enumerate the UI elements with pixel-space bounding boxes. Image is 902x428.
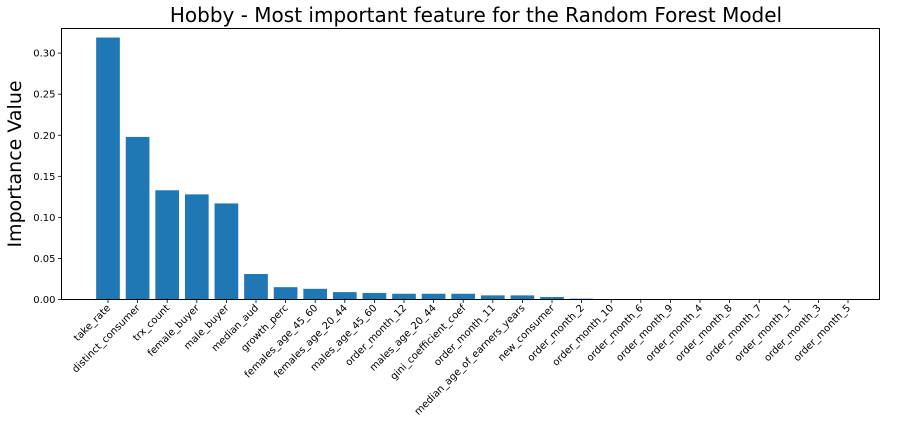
bar-order_month_12 xyxy=(392,293,416,300)
chart-title: Hobby - Most important feature for the R… xyxy=(170,3,782,27)
x-axis-ticks: take_ratedistinct_consumertrx_countfemal… xyxy=(70,299,853,418)
y-tick-label: 0.10 xyxy=(33,213,55,224)
y-tick-label: 0.15 xyxy=(33,172,55,183)
bar-females_age_45_60 xyxy=(303,288,328,300)
bar-male_buyer xyxy=(214,203,239,300)
y-tick-label: 0.20 xyxy=(33,131,55,142)
y-axis-label: Importance Value xyxy=(4,80,26,247)
bar-gini_coefficient_coef xyxy=(451,293,476,300)
bar-median_age_of_earners_years xyxy=(510,295,535,300)
bar-males_age_45_60 xyxy=(362,292,387,300)
plot-frame xyxy=(61,28,880,300)
x-tick-label: median_age_of_earners_years xyxy=(413,303,528,418)
x-tick-label: female_buyer xyxy=(146,302,203,359)
bar-median_aud xyxy=(244,274,268,300)
y-tick-label: 0.05 xyxy=(33,254,55,265)
y-tick-label: 0.30 xyxy=(33,49,55,60)
x-tick-label: order_month_5 xyxy=(792,303,853,364)
bar-males_age_20_44 xyxy=(421,293,446,300)
bar-take_rate xyxy=(96,37,120,300)
bar-trx_count xyxy=(155,190,180,300)
y-axis-ticks: 0.00 0.05 0.10 0.15 0.20 0.25 0.30 xyxy=(33,49,62,306)
bars-group xyxy=(96,37,860,300)
y-tick-label: 0.25 xyxy=(33,90,55,101)
bar-female_buyer xyxy=(184,194,209,300)
y-tick-label: 0.00 xyxy=(33,295,55,306)
bar-distinct_consumer xyxy=(125,136,150,300)
bar-growth_perc xyxy=(273,287,298,300)
bar-order_month_11 xyxy=(480,295,505,300)
bar-females_age_20_44 xyxy=(332,292,357,300)
bar-new_consumer xyxy=(540,297,564,300)
